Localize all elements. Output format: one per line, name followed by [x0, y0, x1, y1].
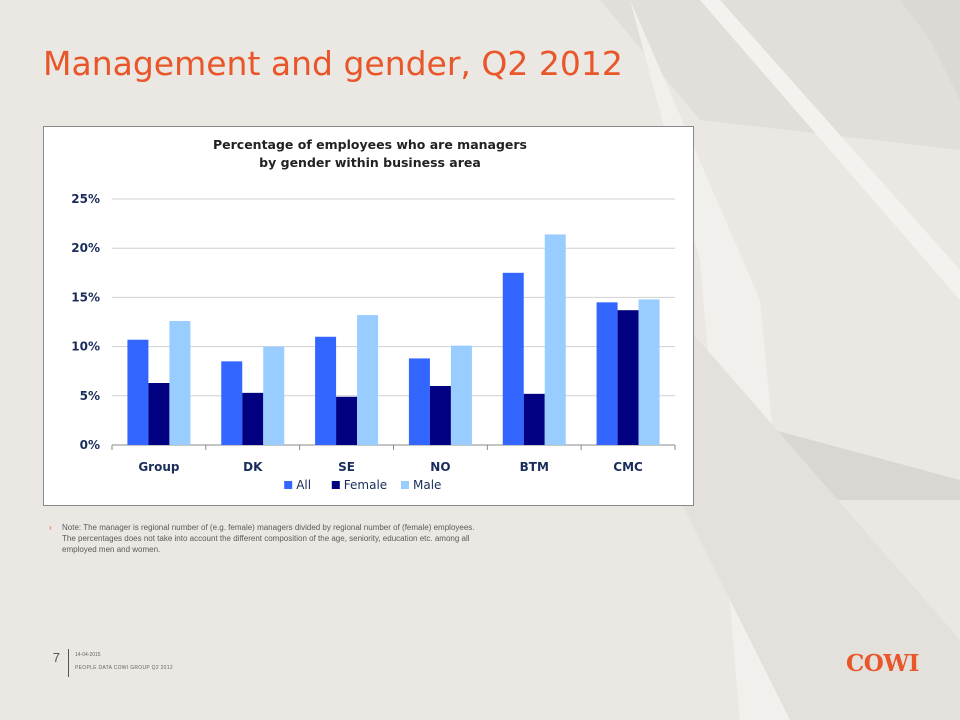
bar-female-dk: [242, 392, 264, 445]
legend: All Female Male: [284, 478, 441, 492]
chart-title: Percentage of employees who are managers: [213, 137, 527, 152]
bar-female-no: [429, 385, 451, 445]
footnote: › Note: The manager is regional number o…: [49, 522, 489, 555]
x-tick-label: DK: [243, 460, 263, 474]
footer-label: PEOPLE DATA COWI GROUP Q2 2012: [75, 665, 173, 671]
x-tick-label: SE: [338, 460, 355, 474]
bar-female-cmc: [617, 310, 639, 445]
bar-chart: Percentage of employees who are managers…: [71, 137, 676, 492]
legend-swatch-all: [284, 481, 293, 489]
y-tick-label: 10%: [71, 340, 100, 354]
cowi-logo: COWI: [846, 650, 919, 677]
x-tick-label: BTM: [520, 460, 549, 474]
y-tick-label: 15%: [71, 290, 100, 304]
bar-male-cmc: [638, 299, 660, 445]
y-axis-ticks: 0% 5% 10% 15% 20% 25%: [71, 192, 100, 452]
bar-male-dk: [263, 346, 285, 445]
bar-all-no: [408, 358, 430, 445]
x-tick-label: Group: [138, 460, 180, 474]
page-number: 7: [52, 650, 60, 665]
legend-label-male: Male: [413, 478, 441, 492]
gridlines: [112, 198, 675, 446]
bar-female-se: [336, 396, 358, 445]
x-tick-label: NO: [430, 460, 450, 474]
x-axis-ticks: Group DK SE NO BTM CMC: [111, 445, 676, 474]
chart-panel: Percentage of employees who are managers…: [43, 126, 694, 506]
bar-all-btm: [502, 272, 524, 445]
legend-label-female: Female: [344, 478, 387, 492]
bar-female-btm: [523, 393, 545, 445]
y-tick-label: 0%: [80, 438, 100, 452]
bullet-icon: ›: [49, 523, 52, 532]
bar-male-no: [450, 345, 472, 445]
bar-female-group: [148, 383, 170, 445]
legend-swatch-female: [331, 481, 340, 489]
y-tick-label: 25%: [71, 192, 100, 206]
bar-all-group: [127, 339, 149, 445]
bars: [127, 234, 660, 445]
footer-divider: [68, 649, 69, 677]
slide-title: Management and gender, Q2 2012: [43, 44, 623, 83]
legend-label-all: All: [296, 478, 311, 492]
y-tick-label: 20%: [71, 241, 100, 255]
bar-male-btm: [544, 234, 566, 445]
chart-subtitle: by gender within business area: [259, 155, 481, 170]
footer-date: 14-04-2015: [75, 652, 101, 658]
bar-male-se: [357, 315, 379, 445]
bar-male-group: [169, 321, 191, 445]
footnote-text: Note: The manager is regional number of …: [62, 523, 475, 554]
x-tick-label: CMC: [613, 460, 643, 474]
y-tick-label: 5%: [80, 389, 100, 403]
bar-all-cmc: [596, 302, 618, 445]
bar-all-dk: [221, 361, 243, 445]
legend-swatch-male: [401, 481, 409, 489]
bar-all-se: [315, 336, 337, 445]
